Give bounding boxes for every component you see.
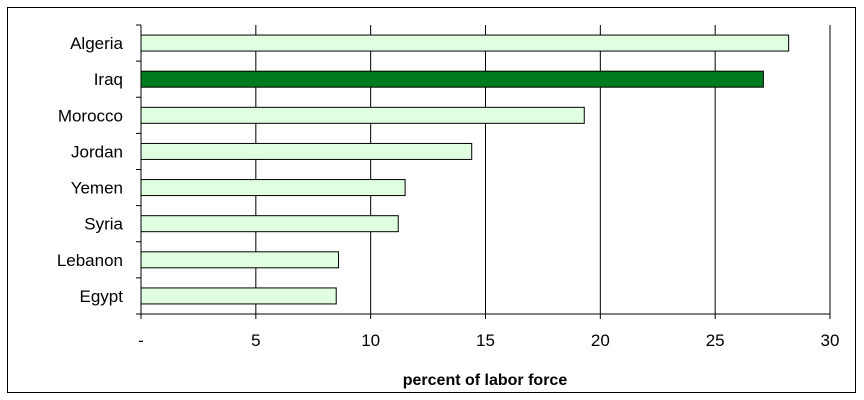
axis-layer: - 5 10 15 20 25 30 Algeria Iraq Morocco Jordan Yeme…: [57, 24, 840, 350]
bar-yemen: [140, 179, 406, 197]
category-label: Jordan: [71, 142, 123, 161]
x-tick-label: 15: [476, 331, 495, 350]
category-label: Morocco: [58, 106, 123, 125]
x-axis-title: percent of labor force: [403, 372, 568, 389]
bar-layer: [140, 34, 790, 305]
bar-jordan: [140, 142, 473, 160]
category-label: Algeria: [70, 34, 123, 53]
bar-lebanon: [140, 251, 340, 269]
x-tick-label: 10: [361, 331, 380, 350]
category-label: Iraq: [94, 70, 123, 89]
bar-algeria: [140, 34, 790, 52]
x-tick-label: 20: [591, 331, 610, 350]
x-tick-label: 5: [251, 331, 260, 350]
bar-morocco: [140, 106, 585, 124]
bar-syria: [140, 215, 399, 233]
x-tick-label: 25: [706, 331, 725, 350]
x-tick-label: -: [138, 331, 144, 350]
x-tick-label: 30: [821, 331, 840, 350]
category-label: Lebanon: [57, 251, 123, 270]
category-label: Syria: [84, 215, 123, 234]
bar-egypt: [140, 287, 337, 305]
category-label: Egypt: [80, 287, 124, 306]
category-label: Yemen: [71, 179, 123, 198]
bar-iraq: [140, 70, 764, 88]
grid-layer: [255, 25, 831, 314]
